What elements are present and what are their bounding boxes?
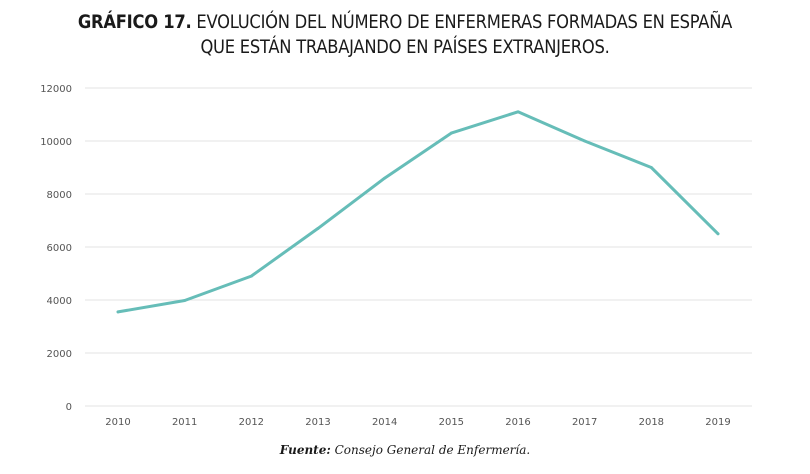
- source-text: Consejo General de Enfermería.: [334, 443, 531, 457]
- y-tick-label: 2000: [47, 349, 72, 360]
- x-tick-label: 2017: [572, 417, 597, 428]
- data-point-2015: [449, 131, 453, 135]
- data-point-2011: [183, 299, 187, 302]
- x-tick-label: 2018: [639, 417, 664, 428]
- x-tick-label: 2014: [372, 417, 397, 428]
- chart-title: GRÁFICO 17. EVOLUCIÓN DEL NÚMERO DE ENFE…: [0, 10, 810, 60]
- x-tick-label: 2015: [439, 417, 464, 428]
- title-line-1: GRÁFICO 17. EVOLUCIÓN DEL NÚMERO DE ENFE…: [57, 10, 754, 35]
- y-tick-label: 4000: [47, 296, 72, 307]
- y-tick-label: 12000: [40, 84, 72, 95]
- data-point-2014: [383, 176, 387, 180]
- data-point-2010: [116, 310, 120, 314]
- data-point-2019: [716, 232, 720, 236]
- data-point-2017: [583, 139, 587, 143]
- data-point-2013: [316, 227, 320, 230]
- source-note: Fuente: Consejo General de Enfermería.: [0, 443, 810, 457]
- series-line-0: [116, 110, 720, 314]
- x-tick-label: 2016: [505, 417, 530, 428]
- x-tick-label: 2013: [305, 417, 330, 428]
- data-point-2012: [249, 274, 253, 278]
- series-layer: [116, 110, 720, 314]
- title-label: GRÁFICO 17.: [77, 11, 192, 33]
- y-tick-label: 0: [66, 402, 72, 413]
- x-tick-label: 2010: [105, 417, 130, 428]
- title-line-2: QUE ESTÁN TRABAJANDO EN PAÍSES EXTRANJER…: [200, 36, 610, 58]
- y-axis-ticks: 0 2000 4000 6000 8000 10000 12000: [40, 84, 72, 413]
- y-tick-label: 8000: [47, 190, 72, 201]
- y-tick-label: 6000: [47, 243, 72, 254]
- y-tick-label: 10000: [40, 137, 72, 148]
- source-label: Fuente:: [279, 443, 331, 457]
- x-axis-ticks: 2010 2011 2012 2013 2014 2015 2016 2017 2018 2019: [105, 417, 730, 428]
- data-point-2018: [649, 166, 653, 169]
- title-text-1: EVOLUCIÓN DEL NÚMERO DE ENFERMERAS FORMA…: [196, 11, 733, 33]
- x-tick-label: 2011: [172, 417, 197, 428]
- grid-lines: [85, 87, 752, 407]
- x-tick-label: 2012: [239, 417, 264, 428]
- x-tick-label: 2019: [705, 417, 730, 428]
- data-point-2016: [516, 110, 520, 114]
